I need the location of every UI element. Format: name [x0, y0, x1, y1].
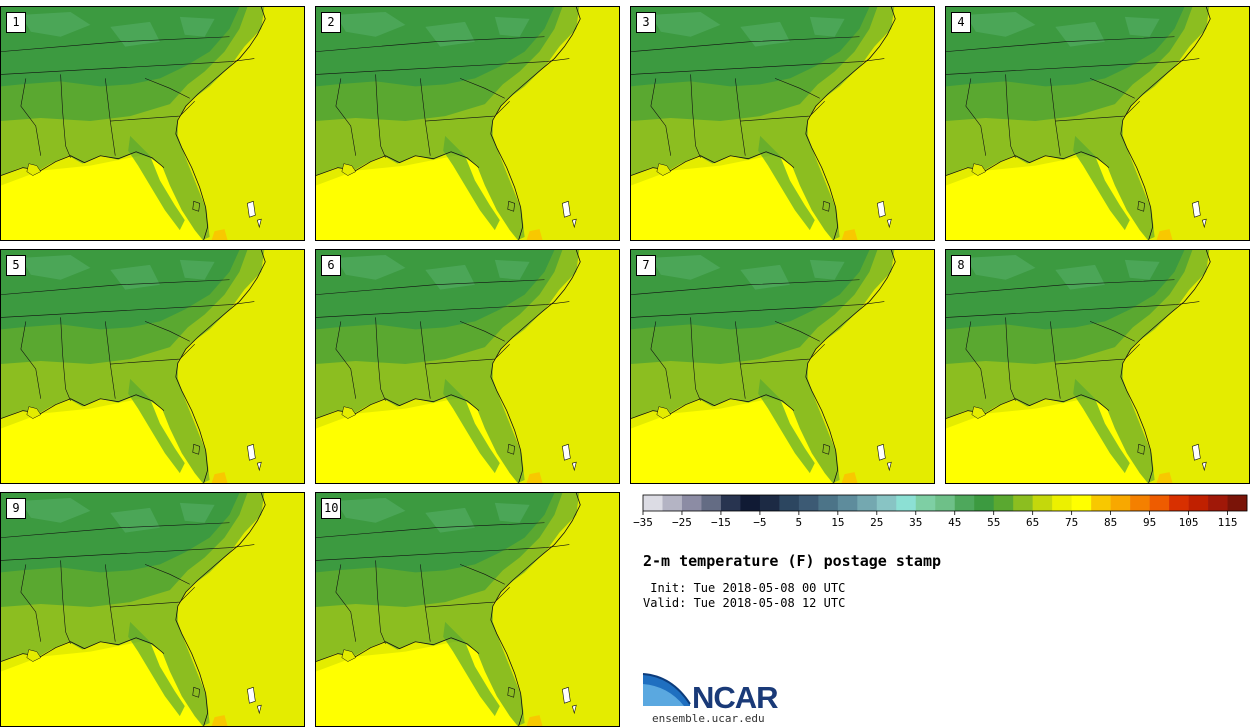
map-panel-5: 5	[0, 249, 305, 484]
colorbar-tick-label: 25	[870, 516, 883, 529]
member-number-label: 5	[6, 255, 26, 276]
colorbar-swatch	[974, 495, 995, 511]
colorbar-swatch	[818, 495, 839, 511]
colorbar-swatch	[1052, 495, 1072, 511]
colorbar-tick-label: 105	[1179, 516, 1199, 529]
ncar-logo-icon	[642, 673, 691, 706]
map-panel-2: 2	[315, 6, 620, 241]
colorbar-tick-label: 5	[796, 516, 803, 529]
temperature-map	[631, 250, 934, 483]
colorbar-swatch	[954, 495, 975, 511]
member-number-label: 7	[636, 255, 656, 276]
colorbar-swatch	[779, 495, 800, 511]
map-panel-10: 10	[315, 492, 620, 727]
member-number-label: 3	[636, 12, 656, 33]
colorbar-swatch	[993, 495, 1014, 511]
colorbar-swatch	[798, 495, 819, 511]
temperature-map	[946, 7, 1249, 240]
logo-url: ensemble.ucar.edu	[652, 712, 765, 725]
member-number-label: 10	[321, 498, 342, 519]
colorbar-tick-label: 85	[1104, 516, 1117, 529]
colorbar-tick-label: −35	[633, 516, 653, 529]
temperature-map	[631, 7, 934, 240]
colorbar-tick-label: 115	[1218, 516, 1238, 529]
colorbar-swatch	[1110, 495, 1131, 511]
colorbar-swatch	[681, 495, 702, 511]
colorbar-swatch	[1013, 495, 1033, 511]
colorbar-tick-label: 15	[831, 516, 844, 529]
init-time: Init: Tue 2018-05-08 00 UTC	[643, 581, 846, 595]
colorbar-tick-label: 75	[1065, 516, 1078, 529]
member-number-label: 9	[6, 498, 26, 519]
colorbar-tick-label: −15	[711, 516, 731, 529]
map-panel-1: 1	[0, 6, 305, 241]
map-panel-3: 3	[630, 6, 935, 241]
member-number-label: 2	[321, 12, 341, 33]
colorbar-tick-label: 65	[1026, 516, 1039, 529]
colorbar-swatch	[759, 495, 780, 511]
colorbar-swatch	[896, 495, 917, 511]
colorbar-swatch	[1188, 495, 1209, 511]
valid-time: Valid: Tue 2018-05-08 12 UTC	[643, 596, 846, 610]
temperature-map	[1, 7, 304, 240]
map-panel-7: 7	[630, 249, 935, 484]
colorbar-swatch	[1130, 495, 1150, 511]
colorbar-swatch	[857, 495, 878, 511]
temperature-map	[316, 7, 619, 240]
colorbar-swatch	[1071, 495, 1092, 511]
colorbar-tick-label: −25	[672, 516, 692, 529]
colorbar-swatch	[837, 495, 858, 511]
member-number-label: 1	[6, 12, 26, 33]
colorbar-tick-label: 45	[948, 516, 961, 529]
colorbar-tick-label: 55	[987, 516, 1000, 529]
colorbar-swatch	[1091, 495, 1111, 511]
temperature-map	[316, 493, 619, 726]
colorbar-swatch	[1149, 495, 1170, 511]
colorbar-swatch	[1032, 495, 1053, 511]
colorbar-swatch	[1169, 495, 1189, 511]
colorbar-frame	[642, 494, 1248, 512]
logo-wordmark: NCAR	[692, 680, 779, 715]
colorbar-swatch	[1227, 495, 1248, 511]
temperature-map	[946, 250, 1249, 483]
colorbar-swatch	[740, 495, 761, 511]
colorbar-swatch	[720, 495, 741, 511]
temperature-map	[1, 493, 304, 726]
map-panel-6: 6	[315, 249, 620, 484]
colorbar-swatch	[643, 495, 663, 511]
member-number-label: 4	[951, 12, 971, 33]
colorbar-tick-label: 95	[1143, 516, 1156, 529]
map-panel-4: 4	[945, 6, 1250, 241]
colorbar-tick-label: −5	[753, 516, 766, 529]
colorbar-swatch	[701, 495, 722, 511]
temperature-map	[316, 250, 619, 483]
member-number-label: 8	[951, 255, 971, 276]
colorbar-tick-label: 35	[909, 516, 922, 529]
temperature-colorbar: −35 −25 −15 −5 5 15 25 35 45 55 65 75 85 95 105 115	[633, 494, 1248, 529]
colorbar-swatch	[876, 495, 897, 511]
colorbar-swatch	[915, 495, 936, 511]
colorbar-swatch	[935, 495, 956, 511]
colorbar-swatch	[1208, 495, 1228, 511]
member-number-label: 6	[321, 255, 341, 276]
temperature-map	[1, 250, 304, 483]
map-panel-8: 8	[945, 249, 1250, 484]
plot-title: 2-m temperature (F) postage stamp	[643, 552, 942, 570]
map-panel-9: 9	[0, 492, 305, 727]
colorbar-swatch	[662, 495, 683, 511]
